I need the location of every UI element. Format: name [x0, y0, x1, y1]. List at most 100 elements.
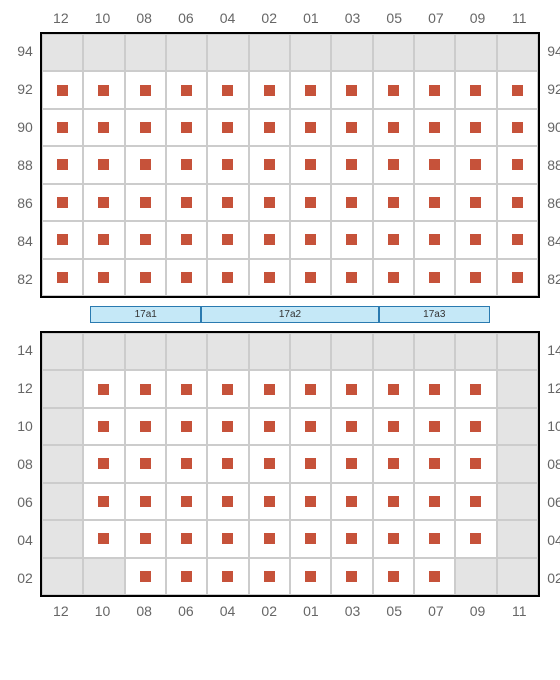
seat-cell[interactable]: [373, 146, 414, 183]
seat-cell[interactable]: [414, 408, 455, 445]
seat-cell[interactable]: [497, 221, 538, 258]
seat-cell[interactable]: [331, 370, 372, 407]
seat-cell[interactable]: [331, 184, 372, 221]
seat-cell[interactable]: [414, 445, 455, 482]
seat-cell[interactable]: [373, 221, 414, 258]
seat-cell[interactable]: [42, 259, 83, 296]
seat-cell[interactable]: [125, 370, 166, 407]
seat-cell[interactable]: [125, 221, 166, 258]
seat-cell[interactable]: [125, 408, 166, 445]
seat-cell[interactable]: [455, 221, 496, 258]
seat-cell[interactable]: [290, 146, 331, 183]
seat-cell[interactable]: [207, 221, 248, 258]
seat-cell[interactable]: [249, 370, 290, 407]
seat-cell[interactable]: [207, 408, 248, 445]
seat-cell[interactable]: [455, 483, 496, 520]
seat-cell[interactable]: [331, 520, 372, 557]
seat-cell[interactable]: [331, 109, 372, 146]
seat-cell[interactable]: [207, 259, 248, 296]
seat-cell[interactable]: [166, 370, 207, 407]
seat-cell[interactable]: [290, 259, 331, 296]
seat-cell[interactable]: [331, 221, 372, 258]
seat-cell[interactable]: [249, 146, 290, 183]
seat-cell[interactable]: [249, 408, 290, 445]
seat-cell[interactable]: [166, 483, 207, 520]
seat-cell[interactable]: [249, 109, 290, 146]
seat-cell[interactable]: [83, 520, 124, 557]
seat-cell[interactable]: [83, 184, 124, 221]
seat-cell[interactable]: [249, 221, 290, 258]
seat-cell[interactable]: [331, 558, 372, 595]
seat-cell[interactable]: [455, 71, 496, 108]
seat-cell[interactable]: [83, 146, 124, 183]
seat-cell[interactable]: [249, 184, 290, 221]
seat-cell[interactable]: [331, 259, 372, 296]
seat-cell[interactable]: [290, 184, 331, 221]
seat-cell[interactable]: [373, 558, 414, 595]
seat-cell[interactable]: [373, 520, 414, 557]
seat-cell[interactable]: [455, 109, 496, 146]
seat-cell[interactable]: [414, 259, 455, 296]
seat-cell[interactable]: [166, 109, 207, 146]
seat-cell[interactable]: [166, 445, 207, 482]
seat-cell[interactable]: [373, 408, 414, 445]
seat-cell[interactable]: [125, 445, 166, 482]
seat-cell[interactable]: [207, 483, 248, 520]
seat-cell[interactable]: [207, 370, 248, 407]
seat-cell[interactable]: [331, 146, 372, 183]
seat-cell[interactable]: [290, 109, 331, 146]
seat-cell[interactable]: [414, 221, 455, 258]
seat-cell[interactable]: [290, 221, 331, 258]
seat-cell[interactable]: [207, 445, 248, 482]
seat-cell[interactable]: [373, 184, 414, 221]
seat-cell[interactable]: [331, 483, 372, 520]
seat-cell[interactable]: [414, 71, 455, 108]
seat-cell[interactable]: [42, 184, 83, 221]
seat-cell[interactable]: [83, 109, 124, 146]
seat-cell[interactable]: [207, 146, 248, 183]
seat-cell[interactable]: [166, 71, 207, 108]
seat-cell[interactable]: [125, 558, 166, 595]
seat-cell[interactable]: [166, 146, 207, 183]
seat-cell[interactable]: [166, 184, 207, 221]
seat-cell[interactable]: [249, 483, 290, 520]
seat-cell[interactable]: [497, 71, 538, 108]
seat-cell[interactable]: [83, 370, 124, 407]
seat-cell[interactable]: [42, 146, 83, 183]
seat-cell[interactable]: [83, 445, 124, 482]
seat-cell[interactable]: [125, 483, 166, 520]
seat-cell[interactable]: [290, 483, 331, 520]
seat-cell[interactable]: [83, 71, 124, 108]
seat-cell[interactable]: [166, 259, 207, 296]
seat-cell[interactable]: [83, 221, 124, 258]
seat-cell[interactable]: [331, 445, 372, 482]
seat-cell[interactable]: [455, 445, 496, 482]
seat-cell[interactable]: [497, 259, 538, 296]
seat-cell[interactable]: [207, 184, 248, 221]
seat-cell[interactable]: [373, 370, 414, 407]
seat-cell[interactable]: [373, 259, 414, 296]
seat-cell[interactable]: [414, 370, 455, 407]
seat-cell[interactable]: [373, 445, 414, 482]
seat-cell[interactable]: [42, 221, 83, 258]
seat-cell[interactable]: [373, 71, 414, 108]
seat-cell[interactable]: [125, 184, 166, 221]
seat-cell[interactable]: [455, 370, 496, 407]
seat-cell[interactable]: [290, 370, 331, 407]
seat-cell[interactable]: [166, 408, 207, 445]
seat-cell[interactable]: [414, 109, 455, 146]
seat-cell[interactable]: [414, 520, 455, 557]
seat-cell[interactable]: [249, 520, 290, 557]
seat-cell[interactable]: [414, 558, 455, 595]
seat-cell[interactable]: [83, 408, 124, 445]
seat-cell[interactable]: [207, 71, 248, 108]
seat-cell[interactable]: [125, 146, 166, 183]
seat-cell[interactable]: [331, 71, 372, 108]
seat-cell[interactable]: [125, 259, 166, 296]
seat-cell[interactable]: [497, 184, 538, 221]
seat-cell[interactable]: [207, 109, 248, 146]
seat-cell[interactable]: [125, 520, 166, 557]
seat-cell[interactable]: [249, 558, 290, 595]
seat-cell[interactable]: [373, 483, 414, 520]
seat-cell[interactable]: [290, 558, 331, 595]
